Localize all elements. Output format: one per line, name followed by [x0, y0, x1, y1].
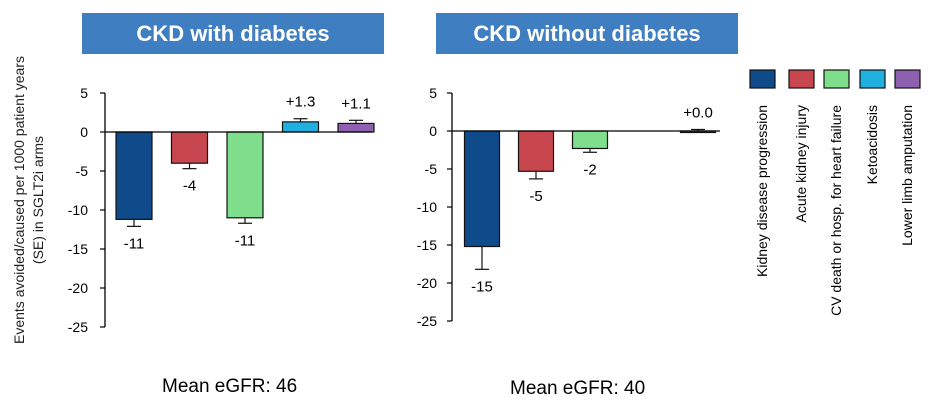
- y-tick-label: -15: [417, 237, 437, 253]
- data-label: +1.1: [341, 95, 371, 112]
- data-label: -5: [529, 188, 542, 205]
- bar: [463, 130, 501, 248]
- legend-swatch: [859, 69, 886, 89]
- x-axis-caption-right: Mean eGFR: 40: [510, 378, 646, 399]
- bar: [571, 130, 609, 150]
- bar: [281, 121, 320, 133]
- y-tick-label: -5: [76, 163, 89, 179]
- chart-title-ckd-without-diabetes: CKD without diabetes: [436, 13, 738, 54]
- y-tick-label: -10: [417, 199, 437, 215]
- data-label: -11: [124, 235, 145, 252]
- y-tick-label: -20: [68, 280, 88, 296]
- y-tick-label: -25: [417, 313, 437, 329]
- data-label: -11: [235, 232, 256, 249]
- legend-label: Acute kidney injury: [793, 105, 809, 223]
- legend-swatch: [788, 69, 815, 89]
- y-tick-label: 0: [429, 123, 437, 139]
- legend-label: Ketoacidosis: [864, 105, 880, 185]
- legend-label: Lower limb amputation: [899, 105, 915, 246]
- y-tick-label: 5: [429, 85, 437, 101]
- y-tick-label: -10: [68, 202, 88, 218]
- y-tick-label: -15: [68, 241, 88, 257]
- chart-title-ckd-with-diabetes: CKD with diabetes: [82, 13, 384, 54]
- bar: [226, 131, 264, 219]
- y-tick-label: -5: [425, 161, 438, 177]
- legend-swatch: [894, 69, 921, 89]
- bar: [517, 130, 555, 172]
- y-tick-label: -20: [417, 275, 437, 291]
- y-tick-label: 0: [80, 124, 88, 140]
- bar: [170, 131, 209, 164]
- legend-swatch: [749, 69, 776, 89]
- data-label: +1.3: [286, 94, 316, 111]
- y-tick-label: 5: [80, 85, 88, 101]
- legend-swatch: [823, 69, 850, 89]
- y-tick-label: -25: [68, 319, 88, 335]
- data-label: -4: [183, 178, 196, 195]
- legend-label: CV death or hosp. for heart failure: [828, 105, 844, 316]
- data-label: -15: [471, 278, 493, 295]
- bar: [115, 131, 153, 220]
- bar: [337, 122, 375, 133]
- data-label: -2: [583, 161, 596, 178]
- data-label: +0.0: [683, 104, 713, 121]
- legend-label: Kidney disease progression: [754, 105, 770, 277]
- x-axis-caption-left: Mean eGFR: 46: [162, 376, 298, 397]
